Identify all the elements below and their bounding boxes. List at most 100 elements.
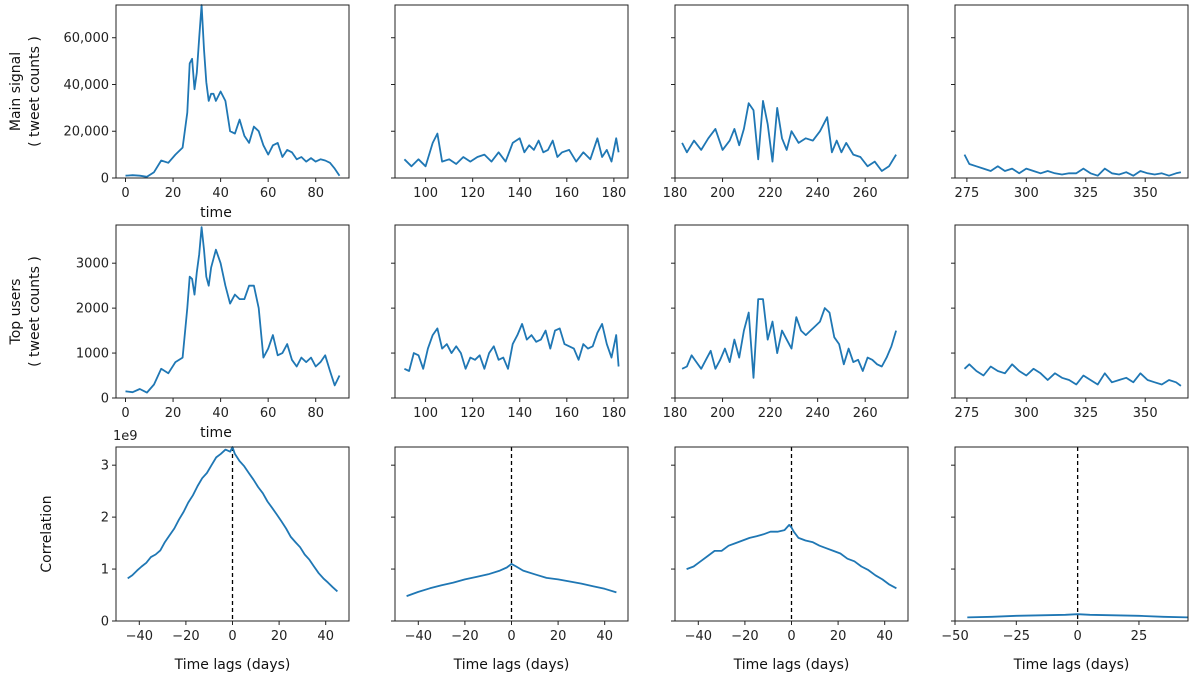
panel-correlation-2: −40 −20 0 20 40 Time lags (days) <box>671 446 909 673</box>
x-tick-label: 120 <box>460 186 485 201</box>
axes-frame <box>954 4 1189 179</box>
x-axis-title: time <box>200 425 232 441</box>
axes-frame <box>394 224 629 399</box>
axes-frame <box>115 224 350 399</box>
x-tick-label: 350 <box>1133 186 1158 201</box>
x-tick-label: 40 <box>212 406 229 421</box>
x-tick-label: 220 <box>758 186 783 201</box>
axes-frame <box>954 224 1189 399</box>
x-tick-label: 20 <box>271 629 288 644</box>
x-tick-label: 25 <box>1131 629 1148 644</box>
y-tick-label: 3000 <box>76 257 109 272</box>
y-tick-label: 0 <box>101 392 109 407</box>
x-tick-label: 40 <box>596 629 613 644</box>
x-tick-label: 200 <box>710 186 735 201</box>
axes-frame <box>954 446 1189 622</box>
series-line-main-signal <box>681 100 897 172</box>
x-tick-label: 260 <box>853 186 878 201</box>
x-tick-label: 80 <box>307 186 324 201</box>
panel-main-signal-0: 0 20 40 60 80 0 20,000 40,000 60,000 Main signal(… <box>8 4 350 221</box>
y-axis-title: ( tweet counts ) <box>27 256 43 367</box>
series-line-correlation <box>406 563 617 597</box>
x-tick-label: 180 <box>663 186 688 201</box>
x-tick-label: 220 <box>758 406 783 421</box>
y-axis-title: Top users <box>8 279 24 346</box>
x-tick-label: 100 <box>413 186 438 201</box>
x-tick-label: 120 <box>460 406 485 421</box>
y-axis-title: ( tweet counts ) <box>27 36 43 147</box>
panel-top-users-3: 275 300 325 350 <box>951 224 1189 421</box>
x-tick-label: 20 <box>550 629 567 644</box>
panel-correlation-1: −40 −20 0 20 40 Time lags (days) <box>391 446 629 673</box>
x-tick-label: 60 <box>260 186 277 201</box>
series-line-top-users <box>404 322 620 372</box>
y-tick-label: 20,000 <box>64 125 110 140</box>
axes-frame <box>115 4 350 179</box>
x-tick-label: 100 <box>413 406 438 421</box>
panel-main-signal-2: 180 200 220 240 260 <box>663 4 909 201</box>
y-tick-label: 1000 <box>76 347 109 362</box>
x-axis-title: Time lags (days) <box>453 657 570 673</box>
x-tick-label: 325 <box>1073 406 1098 421</box>
series-line-main-signal <box>125 4 341 178</box>
y-tick-label: 0 <box>101 615 109 630</box>
x-tick-label: 350 <box>1133 406 1158 421</box>
panel-top-users-0: 0 20 40 60 80 0 1000 2000 3000 Top users( tweet c… <box>8 224 350 441</box>
x-tick-label: 0 <box>507 629 515 644</box>
x-tick-label: 200 <box>710 406 735 421</box>
y-tick-label: 0 <box>101 172 109 187</box>
x-axis-title: Time lags (days) <box>733 657 850 673</box>
y-axis-title: Correlation <box>39 495 55 572</box>
y-tick-label: 60,000 <box>64 31 110 46</box>
x-tick-label: 240 <box>805 406 830 421</box>
x-tick-label: 20 <box>830 629 847 644</box>
x-tick-label: 20 <box>165 406 182 421</box>
panel-main-signal-1: 100 120 140 160 180 <box>391 4 629 201</box>
x-tick-label: 40 <box>212 186 229 201</box>
x-tick-label: 300 <box>1014 406 1039 421</box>
y-axis-title: Main signal <box>8 52 24 131</box>
x-tick-label: 325 <box>1073 186 1098 201</box>
axes-frame <box>394 4 629 179</box>
x-tick-label: 140 <box>507 186 532 201</box>
x-tick-label: 275 <box>954 186 979 201</box>
y-tick-label: 3 <box>101 459 109 474</box>
x-axis-title: Time lags (days) <box>1013 657 1130 673</box>
x-tick-label: 180 <box>601 406 626 421</box>
x-tick-label: 160 <box>554 406 579 421</box>
x-tick-label: −20 <box>731 629 758 644</box>
series-line-top-users <box>125 226 341 394</box>
x-tick-label: 0 <box>228 629 236 644</box>
panel-top-users-2: 180 200 220 240 260 <box>663 224 909 421</box>
x-tick-label: 260 <box>853 406 878 421</box>
series-line-correlation <box>686 524 897 590</box>
x-axis-title: Time lags (days) <box>174 657 291 673</box>
series-line-main-signal <box>403 132 620 168</box>
x-tick-label: 0 <box>121 186 129 201</box>
x-tick-label: 240 <box>805 186 830 201</box>
y-tick-label: 1 <box>101 563 109 578</box>
axes-frame <box>674 4 909 179</box>
series-line-correlation <box>967 613 1189 619</box>
x-tick-label: 140 <box>507 406 532 421</box>
x-tick-label: 0 <box>121 406 129 421</box>
x-axis-title: time <box>200 205 232 221</box>
x-tick-label: −25 <box>1003 629 1030 644</box>
x-tick-label: 60 <box>260 406 277 421</box>
x-tick-label: 40 <box>317 629 334 644</box>
x-tick-label: −40 <box>685 629 712 644</box>
x-tick-label: 160 <box>554 186 579 201</box>
y-tick-label: 40,000 <box>64 78 110 93</box>
x-tick-label: −20 <box>172 629 199 644</box>
x-tick-label: −40 <box>405 629 432 644</box>
series-line-top-users <box>681 298 897 379</box>
panel-main-signal-3: 275 300 325 350 <box>951 4 1189 201</box>
x-tick-label: −20 <box>451 629 478 644</box>
x-tick-label: 0 <box>787 629 795 644</box>
x-tick-label: 80 <box>307 406 324 421</box>
series-line-top-users <box>963 363 1182 387</box>
y-tick-label: 2000 <box>76 302 109 317</box>
x-tick-label: 40 <box>876 629 893 644</box>
